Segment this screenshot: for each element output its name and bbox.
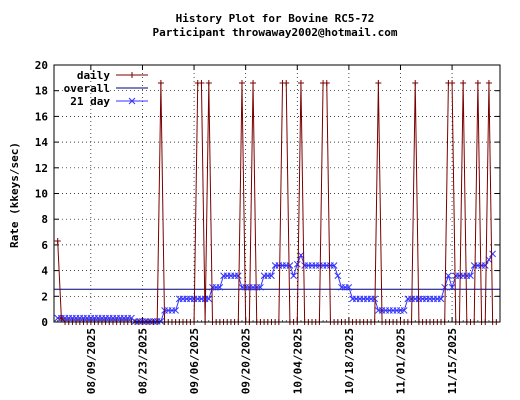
daily-point xyxy=(412,79,419,86)
daily-point xyxy=(485,79,492,86)
y-tick-label: 6 xyxy=(41,239,48,252)
21-day-point xyxy=(330,262,338,269)
legend-sample-21-day xyxy=(116,97,148,105)
x-tick-label: 11/15/2025 xyxy=(446,328,459,394)
21-day-point xyxy=(257,283,264,291)
21-day-point xyxy=(345,283,353,291)
daily-point xyxy=(157,79,164,86)
daily-point xyxy=(205,79,212,86)
daily-point xyxy=(58,315,65,322)
legend-label-overall: overall xyxy=(64,82,110,95)
21-day-line xyxy=(57,253,494,322)
daily-point xyxy=(283,79,290,86)
y-tick-label: 0 xyxy=(41,316,48,329)
21-day-point xyxy=(445,272,452,280)
21-day-point xyxy=(481,262,489,269)
y-tick-label: 20 xyxy=(35,59,48,72)
21-day-point xyxy=(286,262,294,269)
21-day-point xyxy=(216,283,224,291)
legend: daily overall 21 day xyxy=(64,69,148,108)
x-tick-label: 09/20/2025 xyxy=(240,328,253,394)
y-tick-label: 16 xyxy=(35,110,49,123)
21-day-point xyxy=(437,295,445,303)
daily-line xyxy=(57,82,497,323)
21-day-point xyxy=(441,283,449,291)
21-day-point xyxy=(489,250,496,258)
legend-sample-daily xyxy=(116,72,148,78)
x-tick-label: 10/18/2025 xyxy=(343,328,356,394)
x-tick-label: 08/23/2025 xyxy=(136,328,149,394)
legend-marker-21-day xyxy=(128,97,136,105)
21-day-point xyxy=(205,295,213,303)
21-day-point xyxy=(234,272,242,280)
y-tick-label: 8 xyxy=(41,213,48,226)
daily-point xyxy=(238,79,245,86)
plot-frame xyxy=(53,64,501,323)
y-tick-label: 12 xyxy=(35,162,48,175)
chart-title: History Plot for Bovine RC5-72 xyxy=(176,12,375,25)
21-day-series xyxy=(54,250,496,325)
x-tick-label: 10/04/2025 xyxy=(291,328,304,394)
y-tick-label: 10 xyxy=(35,188,48,201)
x-axis-ticks: 08/09/2025 08/23/2025 09/06/2025 09/20/2025… xyxy=(57,65,497,394)
legend-label-21-day: 21 day xyxy=(70,95,110,108)
21-day-point xyxy=(485,256,493,264)
daily-point xyxy=(449,79,456,86)
daily-point xyxy=(198,79,205,86)
legend-marker-daily xyxy=(129,72,135,78)
21-day-point xyxy=(334,272,342,280)
21-day-point xyxy=(293,260,301,268)
21-day-point xyxy=(268,272,275,280)
y-tick-label: 18 xyxy=(35,85,48,98)
y-axis-label: Rate (kkeys/sec) xyxy=(8,142,21,248)
x-tick-label: 09/06/2025 xyxy=(188,328,201,394)
daily-point xyxy=(460,79,467,86)
21-day-point xyxy=(297,251,305,259)
grid-lines xyxy=(54,65,500,322)
21-day-point xyxy=(448,283,456,291)
chart-subtitle: Participant throwaway2002@hotmail.com xyxy=(152,26,397,39)
21-day-point xyxy=(290,272,297,280)
y-tick-label: 2 xyxy=(41,290,48,303)
daily-series xyxy=(54,79,500,325)
legend-label-daily: daily xyxy=(77,69,110,82)
x-tick-label: 11/01/2025 xyxy=(394,328,407,394)
21-day-point xyxy=(172,307,179,314)
daily-point xyxy=(297,79,304,86)
daily-point xyxy=(54,238,61,245)
21-day-point xyxy=(467,272,474,280)
daily-point xyxy=(474,79,481,86)
x-tick-label: 08/09/2025 xyxy=(85,328,98,394)
daily-point xyxy=(375,79,382,86)
y-axis-ticks: 0 2 4 6 8 10 12 14 16 18 20 xyxy=(35,59,500,329)
21-day-point xyxy=(400,307,408,314)
21-day-point xyxy=(157,318,165,325)
y-tick-label: 4 xyxy=(41,265,48,278)
daily-point xyxy=(323,79,330,86)
y-tick-label: 14 xyxy=(35,136,49,149)
daily-point xyxy=(250,79,257,86)
